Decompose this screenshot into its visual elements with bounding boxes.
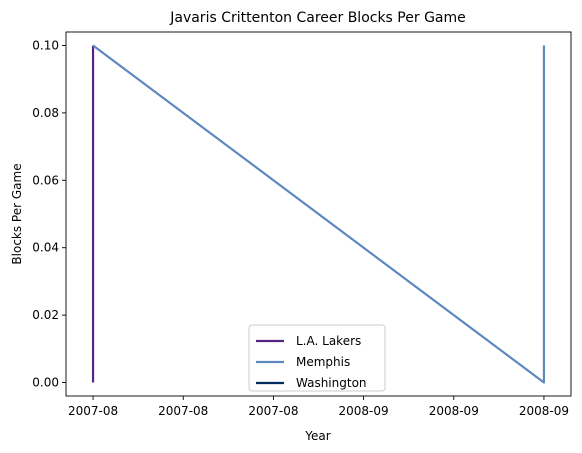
x-tick-label: 2007-08 — [158, 404, 208, 418]
axes-frame — [65, 31, 572, 397]
legend: L.A. Lakers Memphis Washington — [248, 324, 386, 392]
y-tick-label: 0.08 — [32, 106, 59, 120]
x-tick-label: 2008-09 — [429, 404, 479, 418]
y-axis-ticks: 0.00 0.02 0.04 0.06 0.08 0.10 — [32, 38, 66, 390]
y-tick-label: 0.06 — [32, 173, 59, 187]
legend-label-1: Memphis — [296, 355, 350, 369]
y-tick-label: 0.04 — [32, 241, 59, 255]
x-tick-label: 2008-09 — [339, 404, 389, 418]
series-line-1 — [92, 44, 546, 384]
y-tick-label: 0.02 — [32, 308, 59, 322]
legend-label-0: L.A. Lakers — [296, 334, 361, 348]
y-axis-label: Blocks Per Game — [10, 163, 24, 264]
x-tick-label: 2007-08 — [248, 404, 298, 418]
y-tick-label: 0.10 — [32, 38, 59, 52]
x-axis-ticks: 2007-08 2007-08 2007-08 2008-09 2008-09 2008-… — [68, 396, 569, 418]
legend-label-2: Washington — [296, 376, 367, 390]
x-tick-label: 2007-08 — [68, 404, 118, 418]
x-axis-label: Year — [304, 429, 330, 443]
plot-lines — [91, 44, 546, 384]
x-tick-label: 2008-09 — [519, 404, 569, 418]
chart-title: Javaris Crittenton Career Blocks Per Gam… — [169, 10, 466, 26]
y-tick-label: 0.00 — [32, 376, 59, 390]
